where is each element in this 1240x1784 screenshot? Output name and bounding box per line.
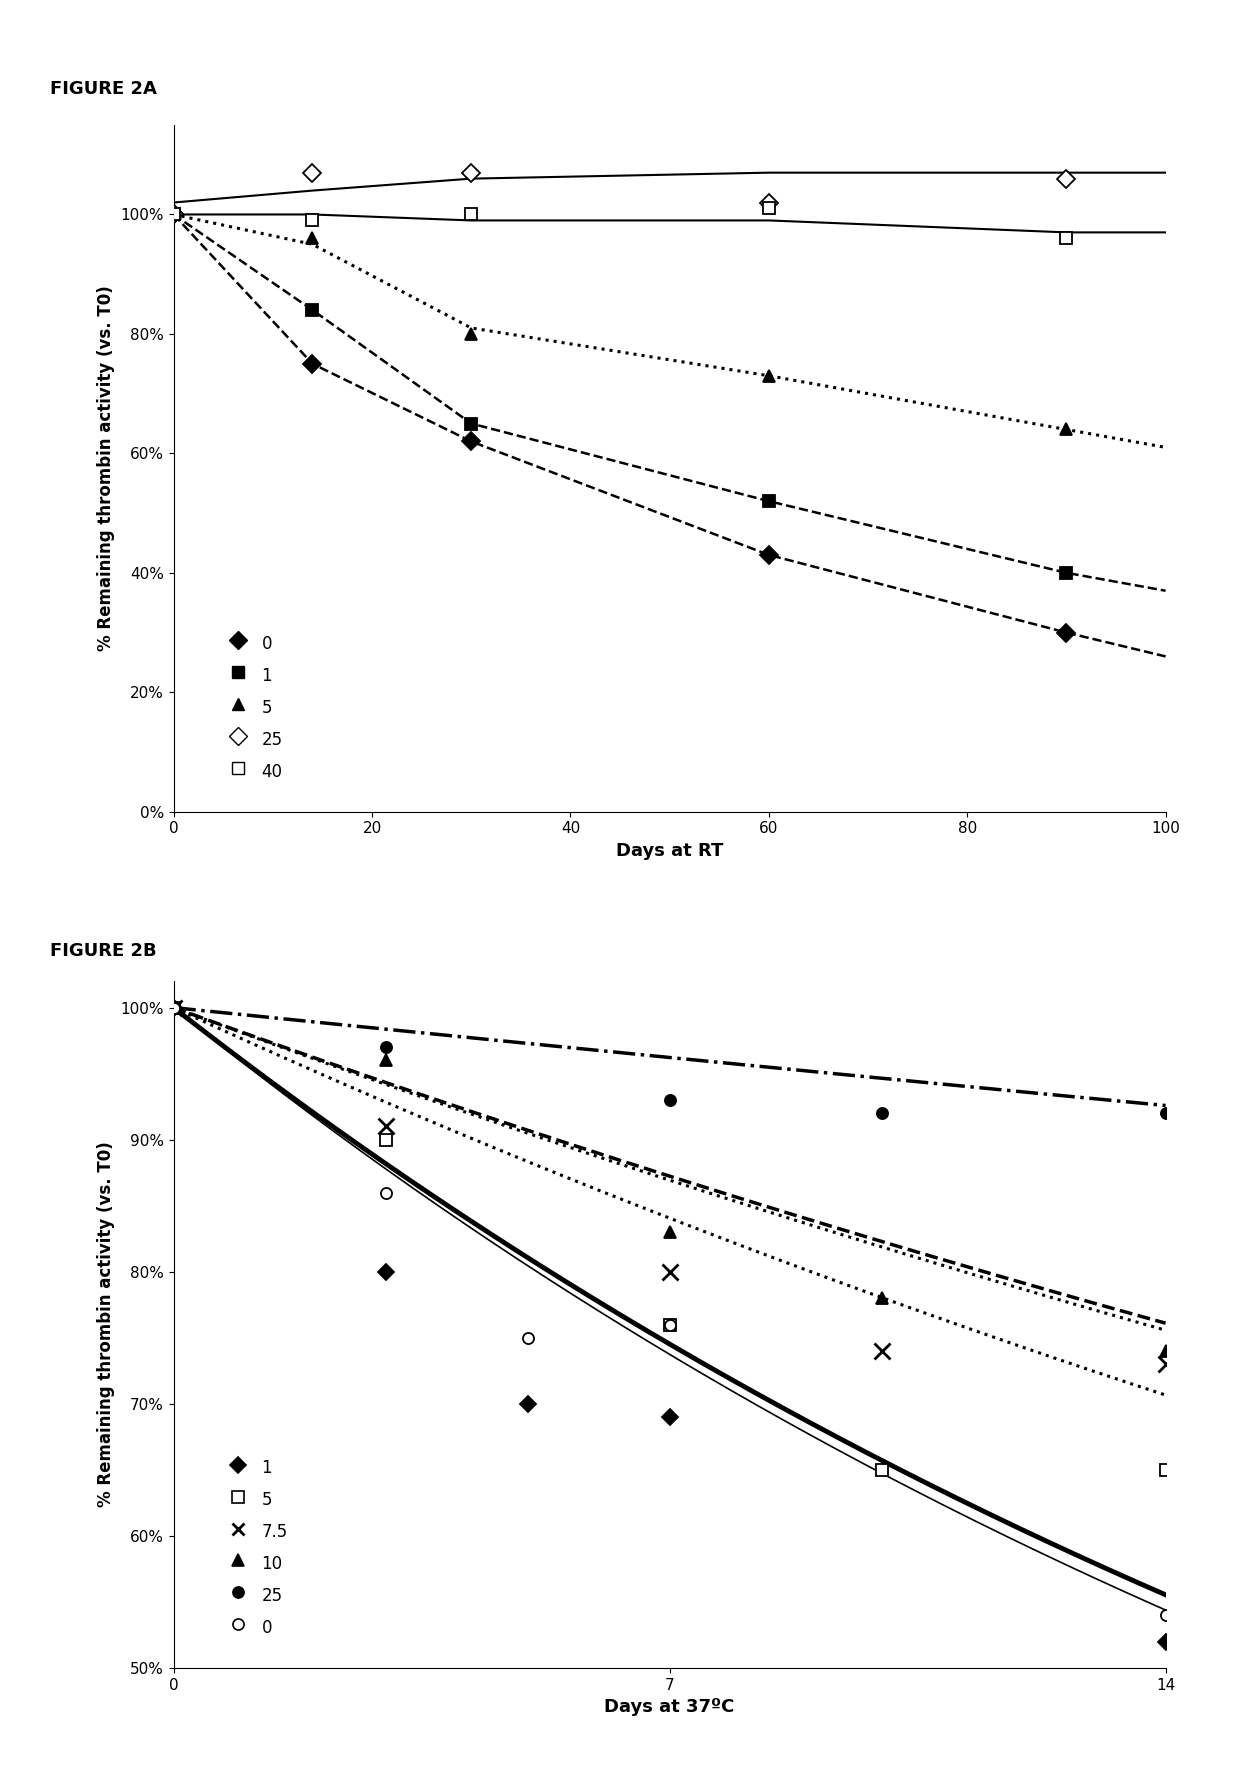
- Text: FIGURE 2A: FIGURE 2A: [50, 80, 156, 98]
- Legend: 0, 1, 5, 25, 40: 0, 1, 5, 25, 40: [222, 624, 289, 790]
- X-axis label: Days at 37ºC: Days at 37ºC: [604, 1698, 735, 1716]
- Y-axis label: % Remaining thrombin activity (vs. T0): % Remaining thrombin activity (vs. T0): [97, 1142, 115, 1507]
- X-axis label: Days at RT: Days at RT: [616, 842, 723, 860]
- Legend: 1, 5, 7.5, 10, 25, 0: 1, 5, 7.5, 10, 25, 0: [222, 1449, 295, 1647]
- Text: FIGURE 2B: FIGURE 2B: [50, 942, 156, 960]
- Y-axis label: % Remaining thrombin activity (vs. T0): % Remaining thrombin activity (vs. T0): [97, 285, 115, 651]
